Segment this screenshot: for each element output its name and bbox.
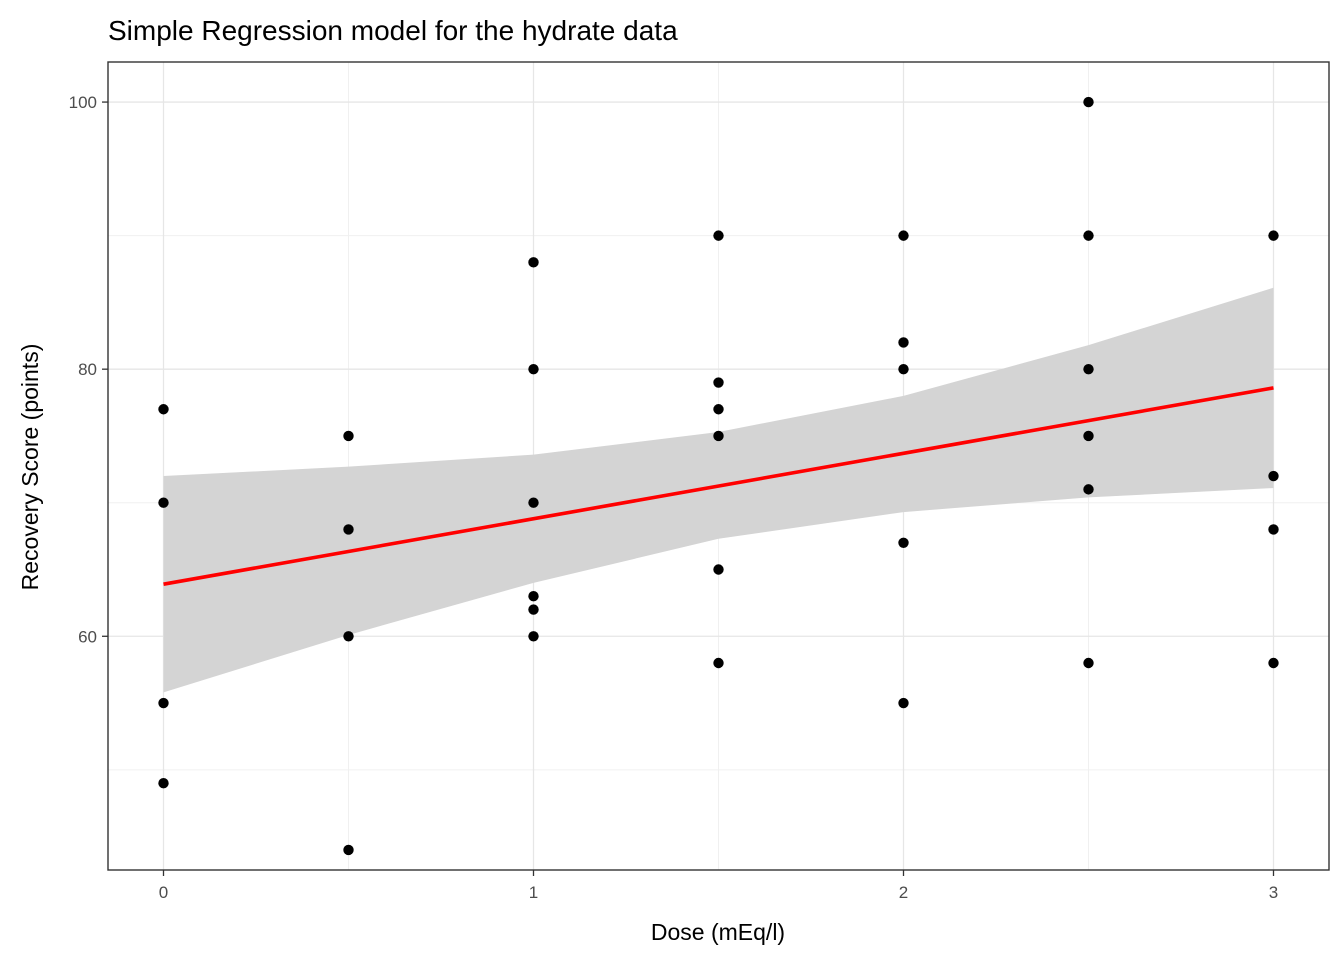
data-point	[1268, 524, 1279, 535]
data-point	[898, 337, 909, 348]
chart-title: Simple Regression model for the hydrate …	[108, 15, 678, 46]
data-point	[528, 604, 539, 615]
data-point	[343, 844, 354, 856]
data-point	[158, 497, 169, 508]
data-point	[713, 404, 724, 415]
data-point	[898, 537, 909, 548]
panel-border	[107, 61, 1330, 871]
y-tick-label: 60	[78, 627, 97, 646]
x-tick-label: 2	[899, 883, 908, 902]
y-tick-label: 100	[69, 93, 97, 112]
x-tick-label: 3	[1269, 883, 1278, 902]
data-point	[1083, 230, 1094, 241]
data-point	[343, 430, 354, 442]
x-axis-title: Dose (mEq/l)	[651, 919, 785, 945]
data-point	[1083, 430, 1094, 442]
data-point	[1268, 230, 1279, 241]
y-tick-label: 80	[78, 360, 97, 379]
data-point	[1083, 657, 1094, 669]
regression-line	[163, 386, 1274, 586]
data-point	[1268, 470, 1279, 482]
data-point	[1083, 96, 1094, 108]
data-point	[343, 631, 354, 642]
data-point	[713, 564, 724, 575]
data-point	[528, 257, 539, 268]
data-point	[343, 524, 354, 535]
data-point	[528, 497, 539, 508]
data-point	[898, 697, 909, 709]
y-axis-title: Recovery Score (points)	[17, 344, 43, 591]
x-tick-label: 1	[529, 883, 538, 902]
data-point	[713, 657, 724, 669]
data-point	[528, 363, 539, 375]
data-point	[898, 363, 909, 375]
data-point	[528, 591, 539, 602]
data-point	[713, 377, 724, 388]
data-point	[528, 631, 539, 642]
data-point	[158, 777, 169, 789]
data-point	[713, 230, 724, 241]
data-point	[1083, 363, 1094, 375]
confidence-band	[163, 287, 1274, 693]
plot-panel: 60 80 100 0 1 2 3	[69, 61, 1330, 902]
data-point	[158, 404, 169, 415]
data-point	[1083, 484, 1094, 495]
x-tick-label: 0	[159, 883, 168, 902]
data-point	[1268, 657, 1279, 669]
data-point	[158, 697, 169, 709]
data-point	[898, 230, 909, 241]
data-point	[713, 430, 724, 442]
